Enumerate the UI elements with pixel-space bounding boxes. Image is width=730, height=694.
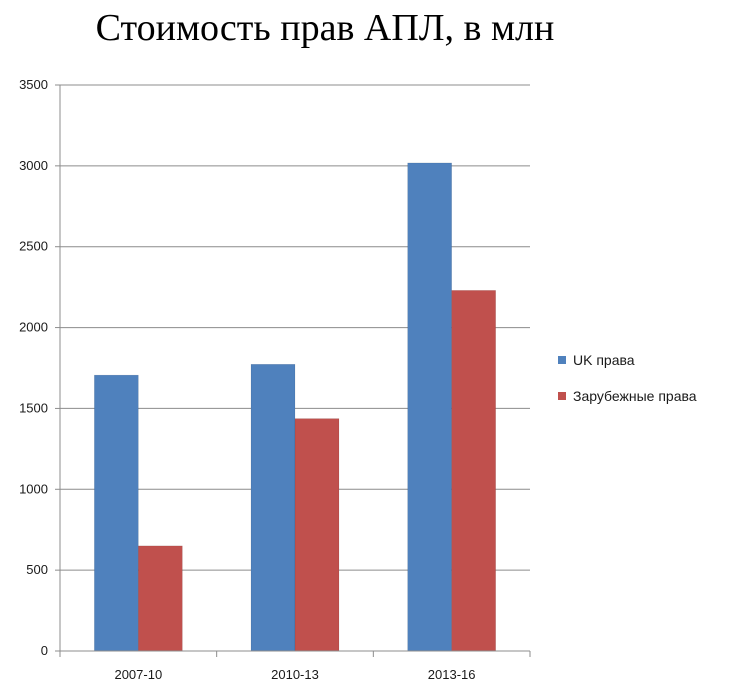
y-axis-ticks: 0 500 1000 1500 2000 2500 3000 3500 — [19, 77, 60, 658]
y-tick-label: 3500 — [19, 77, 48, 92]
bar-uk-2010-13 — [250, 364, 296, 652]
y-tick-label: 2500 — [19, 239, 48, 254]
legend: UK права Зарубежные права — [558, 352, 697, 404]
legend-label: Зарубежные права — [573, 388, 697, 404]
y-tick-label: 2000 — [19, 320, 48, 335]
y-tick-label: 1000 — [19, 481, 48, 496]
legend-swatch — [558, 392, 566, 400]
bar-uk-2013-16 — [407, 162, 452, 652]
x-axis-ticks: 2007-10 2010-13 2013-16 — [59, 651, 531, 682]
legend-swatch — [558, 356, 566, 364]
x-tick-label: 2013-16 — [428, 667, 476, 682]
legend-label: UK права — [573, 352, 635, 368]
y-tick-label: 500 — [26, 562, 48, 577]
bar-foreign-2007-10 — [138, 545, 183, 652]
x-tick-label: 2007-10 — [114, 667, 162, 682]
x-tick-label: 2010-13 — [271, 667, 319, 682]
bar-uk-2007-10 — [94, 374, 139, 652]
y-tick-label: 1500 — [19, 400, 48, 415]
bar-foreign-2010-13 — [294, 418, 340, 652]
y-tick-label: 0 — [41, 643, 48, 658]
axes — [59, 85, 530, 652]
bars — [94, 162, 496, 652]
bar-foreign-2013-16 — [451, 290, 496, 652]
chart-title: Стоимость прав АПЛ, в млн — [95, 7, 555, 49]
y-tick-label: 3000 — [19, 158, 48, 173]
